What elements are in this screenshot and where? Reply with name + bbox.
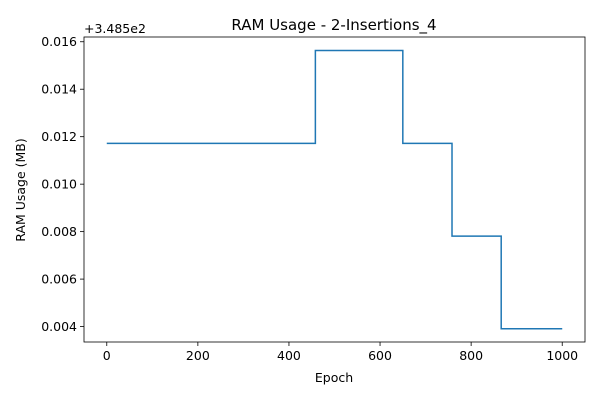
plot-frame	[83, 36, 586, 343]
y-offset-label: +3.485e2	[84, 21, 146, 36]
chart-title: RAM Usage - 2-Insertions_4	[231, 16, 436, 35]
y-tick-label: 0.012	[41, 129, 77, 144]
x-tick-label: 600	[368, 348, 392, 363]
y-axis-label: RAM Usage (MB)	[13, 138, 28, 242]
x-tick-label: 400	[277, 348, 301, 363]
y-tick-label: 0.014	[41, 82, 77, 97]
series-line	[106, 49, 563, 330]
y-tick-label: 0.008	[41, 224, 77, 239]
x-tick-label: 200	[186, 348, 210, 363]
x-axis-label: Epoch	[315, 370, 353, 385]
x-tick-label: 800	[459, 348, 483, 363]
plot-area: 0 200 400 600 800 1000 0.004 0.006 0.008 0.010 0.0…	[41, 34, 586, 363]
y-tick-label: 0.006	[41, 272, 77, 287]
y-tick-label: 0.010	[41, 177, 77, 192]
x-tick-label: 1000	[546, 348, 578, 363]
y-tick-label: 0.004	[41, 319, 77, 334]
x-tick-label: 0	[103, 348, 111, 363]
y-tick-label: 0.016	[41, 34, 77, 49]
